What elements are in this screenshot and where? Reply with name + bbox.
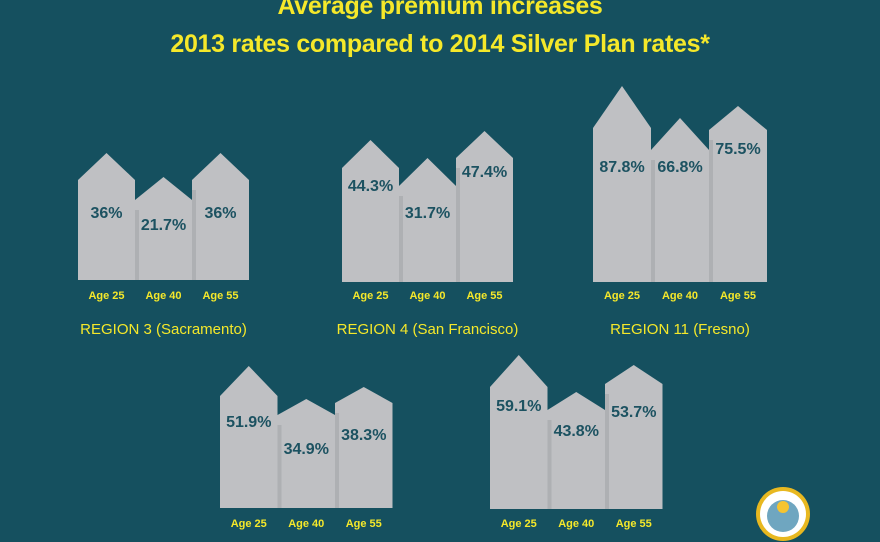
bar (135, 177, 192, 280)
value-label: 34.9% (284, 441, 329, 458)
value-label: 53.7% (611, 404, 656, 421)
value-label: 44.3% (348, 178, 393, 195)
value-label: 51.9% (226, 414, 271, 431)
bar (490, 355, 548, 509)
chart-title: Average premium increases (277, 0, 603, 20)
bar (651, 118, 709, 282)
bar (456, 131, 513, 282)
bar-shadow (399, 196, 403, 282)
value-label: 87.8% (599, 159, 644, 176)
value-label: 43.8% (554, 423, 599, 440)
value-label: 59.1% (496, 398, 541, 415)
bar-shadow (651, 160, 655, 282)
category-label: Age 55 (346, 518, 382, 530)
category-label: Age 55 (720, 290, 756, 302)
value-label: 66.8% (657, 159, 702, 176)
value-label: 31.7% (405, 205, 450, 222)
value-label: 75.5% (715, 141, 760, 158)
bar-shadow (605, 394, 609, 509)
bar (78, 153, 135, 280)
region-label: REGION 4 (San Francisco) (337, 321, 519, 338)
bar-shadow (135, 210, 139, 280)
bar (709, 106, 767, 282)
bar (192, 153, 249, 280)
category-label: Age 40 (662, 290, 698, 302)
bar (547, 392, 605, 509)
bar (593, 86, 651, 282)
bar-shadow (547, 420, 552, 509)
bar (220, 366, 278, 508)
bar-shadow (456, 168, 460, 282)
category-label: Age 25 (501, 518, 537, 530)
category-label: Age 55 (466, 290, 502, 302)
category-label: Age 25 (88, 290, 124, 302)
seal-center (767, 500, 799, 532)
category-label: Age 55 (202, 290, 238, 302)
category-label: Age 55 (616, 518, 652, 530)
category-label: Age 25 (604, 290, 640, 302)
bar (277, 399, 335, 508)
category-label: Age 25 (352, 290, 388, 302)
seal-sun (777, 501, 789, 513)
category-label: Age 25 (231, 518, 267, 530)
bar (399, 158, 456, 282)
region-label: REGION 11 (Fresno) (610, 321, 750, 338)
chart-subtitle: 2013 rates compared to 2014 Silver Plan … (170, 30, 710, 58)
value-label: 21.7% (141, 217, 186, 234)
value-label: 38.3% (341, 427, 386, 444)
category-label: Age 40 (558, 518, 594, 530)
category-label: Age 40 (145, 290, 181, 302)
bar (342, 140, 399, 282)
value-label: 47.4% (462, 164, 507, 181)
category-label: Age 40 (288, 518, 324, 530)
value-label: 36% (204, 205, 236, 222)
bar-shadow (709, 140, 713, 282)
bar-shadow (335, 413, 339, 508)
bar (335, 387, 393, 508)
bar (605, 365, 663, 509)
bar-shadow (277, 425, 282, 508)
region-label: REGION 3 (Sacramento) (80, 321, 247, 338)
bar-shadow (192, 190, 196, 280)
value-label: 36% (90, 205, 122, 222)
category-label: Age 40 (409, 290, 445, 302)
